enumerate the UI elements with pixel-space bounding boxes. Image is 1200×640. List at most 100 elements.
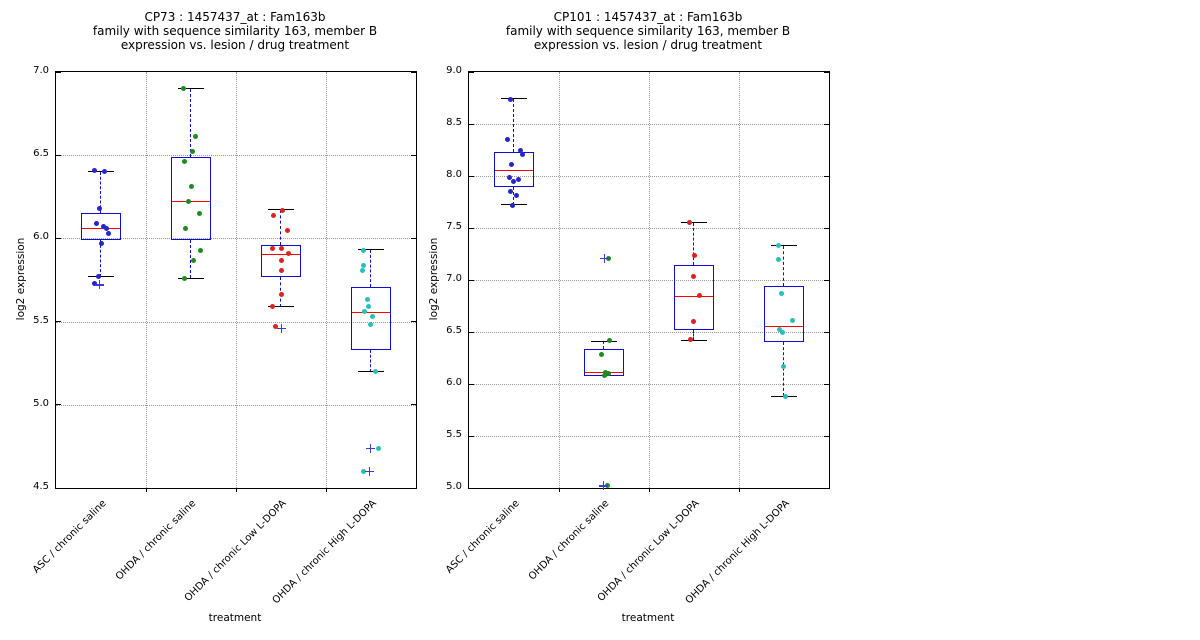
data-point <box>507 96 513 102</box>
y-tick <box>56 71 61 73</box>
whisker-cap-lower <box>88 275 114 277</box>
data-point <box>96 205 102 211</box>
y-tick-label: 4.5 <box>33 481 49 492</box>
title-line-3: expression vs. lesion / drug treatment <box>120 38 350 52</box>
y-tick-label: 9.0 <box>446 65 462 76</box>
data-point <box>98 240 104 246</box>
y-tick <box>469 435 474 437</box>
title-line-2: family with sequence similarity 163, mem… <box>92 24 378 38</box>
y-tick <box>56 237 61 239</box>
y-tick <box>469 175 474 177</box>
data-point <box>789 318 795 324</box>
x-gridline <box>326 72 327 488</box>
data-point <box>101 169 107 175</box>
data-point <box>606 337 612 343</box>
data-point <box>95 274 101 280</box>
data-point <box>360 247 366 253</box>
data-point <box>93 220 99 226</box>
y-tick <box>411 487 416 489</box>
y-tick <box>824 383 829 385</box>
x-gridline <box>236 72 237 488</box>
whisker-upper <box>100 171 102 214</box>
y-tick <box>411 404 416 406</box>
data-point <box>188 184 194 190</box>
whisker-upper <box>370 250 372 287</box>
box <box>674 265 714 330</box>
data-point <box>775 243 781 249</box>
whisker-cap-upper <box>771 244 797 246</box>
data-point <box>190 257 196 263</box>
data-point <box>285 250 291 256</box>
data-point <box>189 149 195 155</box>
median-line <box>765 325 803 327</box>
data-point <box>507 189 513 195</box>
data-point <box>780 363 786 369</box>
data-point <box>197 247 203 253</box>
data-point <box>181 159 187 165</box>
y-tick-label: 7.0 <box>446 273 462 284</box>
data-point <box>508 162 514 168</box>
flier-plus-marker <box>276 323 286 333</box>
x-category-label: OHDA / chronic Low L-DOPA <box>595 498 702 604</box>
y-tick <box>56 487 61 489</box>
whisker-upper <box>190 88 192 157</box>
data-point <box>279 207 285 213</box>
data-point <box>776 327 782 333</box>
y-tick <box>469 71 474 73</box>
data-point <box>278 267 284 273</box>
y-tick-label: 6.0 <box>446 377 462 388</box>
data-point <box>360 468 366 474</box>
data-point <box>196 210 202 216</box>
box <box>261 245 301 277</box>
median-line <box>262 254 300 256</box>
flier-plus-marker <box>599 253 609 263</box>
y-tick <box>824 71 829 73</box>
data-point <box>775 256 781 262</box>
x-gridline <box>559 72 560 488</box>
flier-plus-v <box>603 253 605 263</box>
flier-plus-v <box>280 323 282 333</box>
median-line <box>352 312 390 314</box>
chart-title: CP101 : 1457437_at : Fam163b family with… <box>468 10 828 52</box>
data-point <box>269 304 275 310</box>
x-tick <box>145 488 147 492</box>
whisker-upper <box>693 222 695 266</box>
y-tick <box>824 487 829 489</box>
data-point <box>365 304 371 310</box>
whisker-lower <box>370 349 372 372</box>
whisker-cap-upper <box>681 222 707 223</box>
data-point <box>782 393 788 399</box>
y-tick <box>824 279 829 281</box>
y-tick <box>469 383 474 385</box>
data-point <box>506 174 512 180</box>
y-tick <box>469 331 474 333</box>
y-tick <box>56 154 61 156</box>
x-tick <box>648 488 650 492</box>
whisker-upper <box>280 210 282 246</box>
y-tick-label: 5.0 <box>446 481 462 492</box>
flier-plus-v <box>368 466 370 476</box>
y-tick <box>824 175 829 177</box>
data-point <box>359 267 365 273</box>
data-point <box>185 199 191 205</box>
whisker-lower <box>693 329 695 341</box>
flier-plus-marker <box>364 466 374 476</box>
data-point <box>284 227 290 233</box>
y-tick <box>469 487 474 489</box>
data-point <box>690 274 696 280</box>
whisker-cap-upper <box>501 98 527 100</box>
data-point <box>515 176 521 182</box>
data-point <box>690 319 696 325</box>
data-point <box>360 262 366 268</box>
y-tick-label: 8.5 <box>446 117 462 128</box>
y-tick <box>824 435 829 437</box>
y-tick-label: 7.5 <box>446 221 462 232</box>
plot-area: 4.5 5.0 5.5 6.0 6.5 7.0 ASC / chronic saline OH… <box>31 65 417 606</box>
x-category-label: OHDA / chronic saline <box>527 498 612 583</box>
data-point <box>272 324 278 330</box>
title-line-1: CP101 : 1457437_at : Fam163b <box>553 10 743 24</box>
data-point <box>364 297 370 303</box>
data-point <box>278 245 284 251</box>
data-point <box>686 220 692 226</box>
